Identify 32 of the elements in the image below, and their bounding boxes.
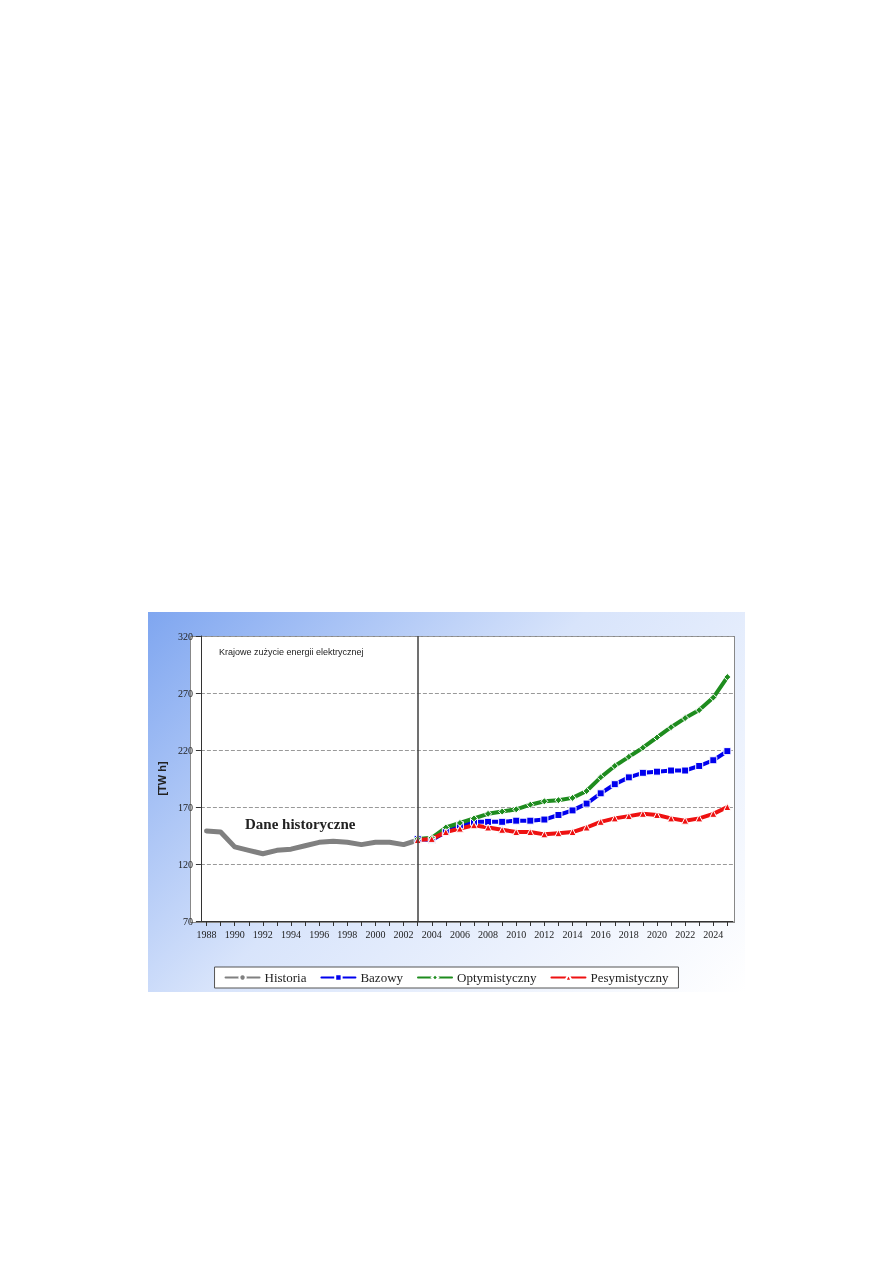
x-tick-label: 2002 xyxy=(393,928,414,940)
x-tick-label: 2018 xyxy=(618,928,639,940)
x-tick-label: 2020 xyxy=(646,928,667,940)
x-tick-label: 2024 xyxy=(703,928,724,940)
y-tick-label: 270 xyxy=(177,687,193,699)
legend-label: Pesymistyczny xyxy=(590,970,669,985)
x-tick-label: 1990 xyxy=(224,928,245,940)
legend-label: Historia xyxy=(264,970,307,985)
x-tick-label: 2008 xyxy=(478,928,499,940)
y-tick-label: 320 xyxy=(177,630,193,642)
x-tick-label: 2022 xyxy=(675,928,696,940)
x-tick-label: 1998 xyxy=(337,928,358,940)
y-tick-label: 120 xyxy=(177,858,193,870)
y-tick-label: 70 xyxy=(182,915,193,927)
annotation: Dane historyczne xyxy=(245,815,356,832)
x-tick-label: 2016 xyxy=(590,928,611,940)
x-tick-label: 1988 xyxy=(196,928,217,940)
legend-label: Bazowy xyxy=(360,970,404,985)
x-tick-label: 2014 xyxy=(562,928,583,940)
x-tick-label: 1992 xyxy=(252,928,273,940)
x-tick-label: 1994 xyxy=(280,928,301,940)
legend-label: Optymistyczny xyxy=(457,970,537,985)
text: Krajowe zużycie energii elektrycznej xyxy=(219,646,364,657)
x-tick-label: 2012 xyxy=(534,928,555,940)
x-tick-label: 2006 xyxy=(449,928,470,940)
x-tick-label: 2004 xyxy=(421,928,442,940)
y-tick-label: 170 xyxy=(177,801,193,813)
y-axis-title: [TW h] xyxy=(155,761,168,796)
y-tick-label: 220 xyxy=(177,744,193,756)
x-tick-label: 2010 xyxy=(506,928,527,940)
x-tick-label: 1996 xyxy=(309,928,330,940)
x-tick-label: 2000 xyxy=(365,928,386,940)
